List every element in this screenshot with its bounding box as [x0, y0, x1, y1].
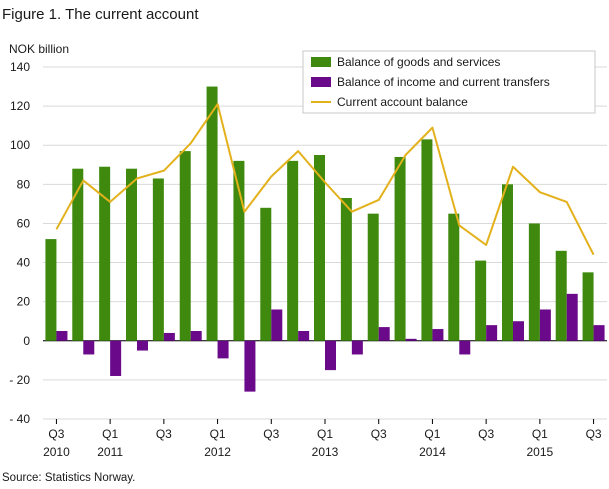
bar-goods-services: [528, 223, 540, 341]
bar-income-transfers: [110, 340, 122, 376]
bar-goods-services: [152, 178, 164, 341]
legend-label: Balance of goods and services: [337, 55, 500, 69]
x-tick-label-quarter: Q3: [48, 427, 64, 441]
bar-goods-services: [367, 213, 379, 341]
legend: Balance of goods and services Balance of …: [302, 50, 596, 114]
bar-goods-services: [394, 156, 406, 341]
bar-goods-services: [555, 250, 567, 341]
y-tick-label: 20: [17, 295, 31, 309]
bar-goods-services: [179, 151, 191, 341]
bar-income-transfers: [593, 325, 605, 341]
x-axis: Q3 2010 Q1 2011 Q3 Q1 2012 Q3 Q1 2013 Q3 Q1 2014 Q3 Q1…: [43, 419, 602, 459]
x-tick-label-quarter: Q3: [263, 427, 279, 441]
bar-income-transfers: [513, 321, 524, 341]
bar-income-transfers: [566, 293, 578, 341]
legend-label: Current account balance: [337, 95, 468, 109]
y-tick-label: 40: [17, 256, 31, 270]
y-tick-label: 60: [17, 216, 31, 230]
bar-goods-services: [475, 260, 487, 341]
bar-income-transfers: [432, 329, 444, 341]
bar-goods-services: [99, 166, 111, 341]
bar-goods-services: [45, 239, 57, 341]
bar-income-transfers: [83, 340, 95, 355]
bar-income-transfers: [486, 325, 498, 341]
y-tick-label: - 40: [9, 412, 30, 426]
x-tick-label-quarter: Q3: [371, 427, 387, 441]
bar-income-transfers: [271, 309, 283, 341]
bar-goods-services: [340, 198, 352, 341]
line-series-group: [55, 103, 595, 256]
bar-income-transfers: [137, 340, 148, 351]
bar-goods-services: [287, 160, 299, 341]
current-account-line: [55, 103, 595, 256]
x-tick-label-quarter: Q1: [102, 427, 118, 441]
y-tick-label: 100: [10, 138, 30, 152]
x-tick-label-quarter: Q1: [532, 427, 548, 441]
bar-income-transfers: [351, 340, 363, 355]
bar-goods-services: [448, 213, 460, 341]
bar-income-transfers: [459, 340, 471, 355]
legend-label: Balance of income and current transfers: [337, 75, 550, 89]
bar-income-transfers: [325, 340, 336, 371]
bar-income-transfers: [163, 332, 175, 341]
bar-income-transfers: [378, 327, 390, 341]
bar-income-transfers: [244, 340, 256, 392]
bar-goods-services: [421, 139, 433, 341]
y-tick-label: 0: [23, 334, 30, 348]
y-tick-label: 140: [10, 60, 30, 74]
legend-swatch-goods-services: [311, 57, 331, 67]
bar-goods-services: [233, 160, 245, 341]
x-tick-label-year: 2015: [527, 445, 554, 459]
x-tick-label-quarter: Q1: [210, 427, 226, 441]
x-tick-label-quarter: Q1: [424, 427, 440, 441]
y-tick-label: - 20: [9, 373, 30, 387]
figure-title: Figure 1. The current account: [2, 6, 199, 23]
x-tick-label-year: 2011: [97, 445, 123, 459]
y-tick-label: 80: [17, 177, 31, 191]
y-axis-label: NOK billion: [9, 42, 69, 56]
bar-goods-services: [314, 155, 325, 341]
bar-goods-services: [582, 272, 594, 341]
legend-box: [302, 50, 596, 114]
x-tick-label-year: 2013: [312, 445, 339, 459]
x-tick-label-quarter: Q3: [478, 427, 494, 441]
bar-income-transfers: [217, 340, 229, 359]
bar-goods-services: [126, 168, 137, 341]
y-tick-label: 120: [10, 99, 30, 113]
bar-income-transfers: [56, 331, 68, 341]
legend-swatch-income-transfers: [311, 77, 331, 87]
bar-series-group: [45, 86, 605, 392]
bar-income-transfers: [405, 338, 417, 341]
x-tick-label-year: 2012: [204, 445, 231, 459]
bar-goods-services: [260, 207, 272, 341]
x-tick-label-quarter: Q3: [586, 427, 602, 441]
bar-goods-services: [502, 184, 513, 341]
bar-goods-services: [72, 168, 84, 341]
bar-income-transfers: [298, 331, 310, 341]
bar-income-transfers: [190, 331, 202, 341]
x-tick-label-year: 2014: [419, 445, 446, 459]
source-note: Source: Statistics Norway.: [2, 472, 136, 484]
x-tick-label-year: 2010: [43, 445, 70, 459]
y-axis: - 40 - 20 0 20 40 60 80 100 120 140: [9, 60, 30, 426]
bar-goods-services: [206, 86, 218, 341]
x-tick-label-quarter: Q3: [156, 427, 172, 441]
x-tick-label-quarter: Q1: [317, 427, 333, 441]
bar-income-transfers: [539, 309, 551, 341]
